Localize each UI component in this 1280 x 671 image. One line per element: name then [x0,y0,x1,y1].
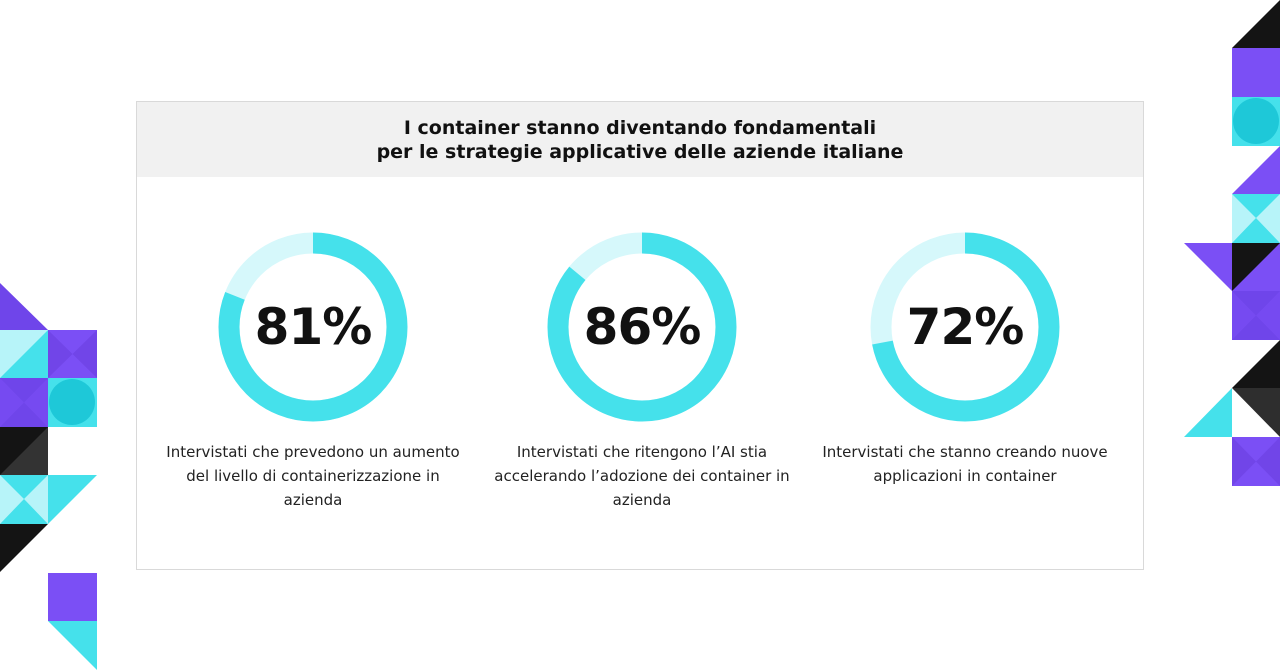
stat-2: 86% Intervistati che ritengono l’AI stia… [492,232,792,512]
donut-value-arc [547,232,737,422]
title: I container stanno diventando fondamenta… [377,116,904,164]
donut-chart-1 [218,232,408,422]
donut-value-arc [870,232,1060,422]
title-line-2: per le strategie applicative delle azien… [376,140,904,163]
stat-3: 72% Intervistati che stanno creando nuov… [815,232,1115,488]
donut-chart-3 [870,232,1060,422]
header: I container stanno diventando fondamenta… [137,102,1143,177]
percentage-label: 86% [583,298,702,356]
percentage-label: 72% [906,298,1025,356]
stat-description: Intervistati che ritengono l’AI stia acc… [494,443,790,509]
stat-description: Intervistati che stanno creando nuove ap… [822,443,1108,485]
stat-1: 81% Intervistati che prevedono un aument… [163,232,463,512]
donut-chart-2 [547,232,737,422]
donut-value-arc [218,232,408,422]
stat-description: Intervistati che prevedono un aumento de… [166,443,460,509]
infographic-panel: I container stanno diventando fondamenta… [136,101,1144,570]
title-line-1: I container stanno diventando fondamenta… [403,116,877,139]
percentage-label: 81% [254,298,373,356]
